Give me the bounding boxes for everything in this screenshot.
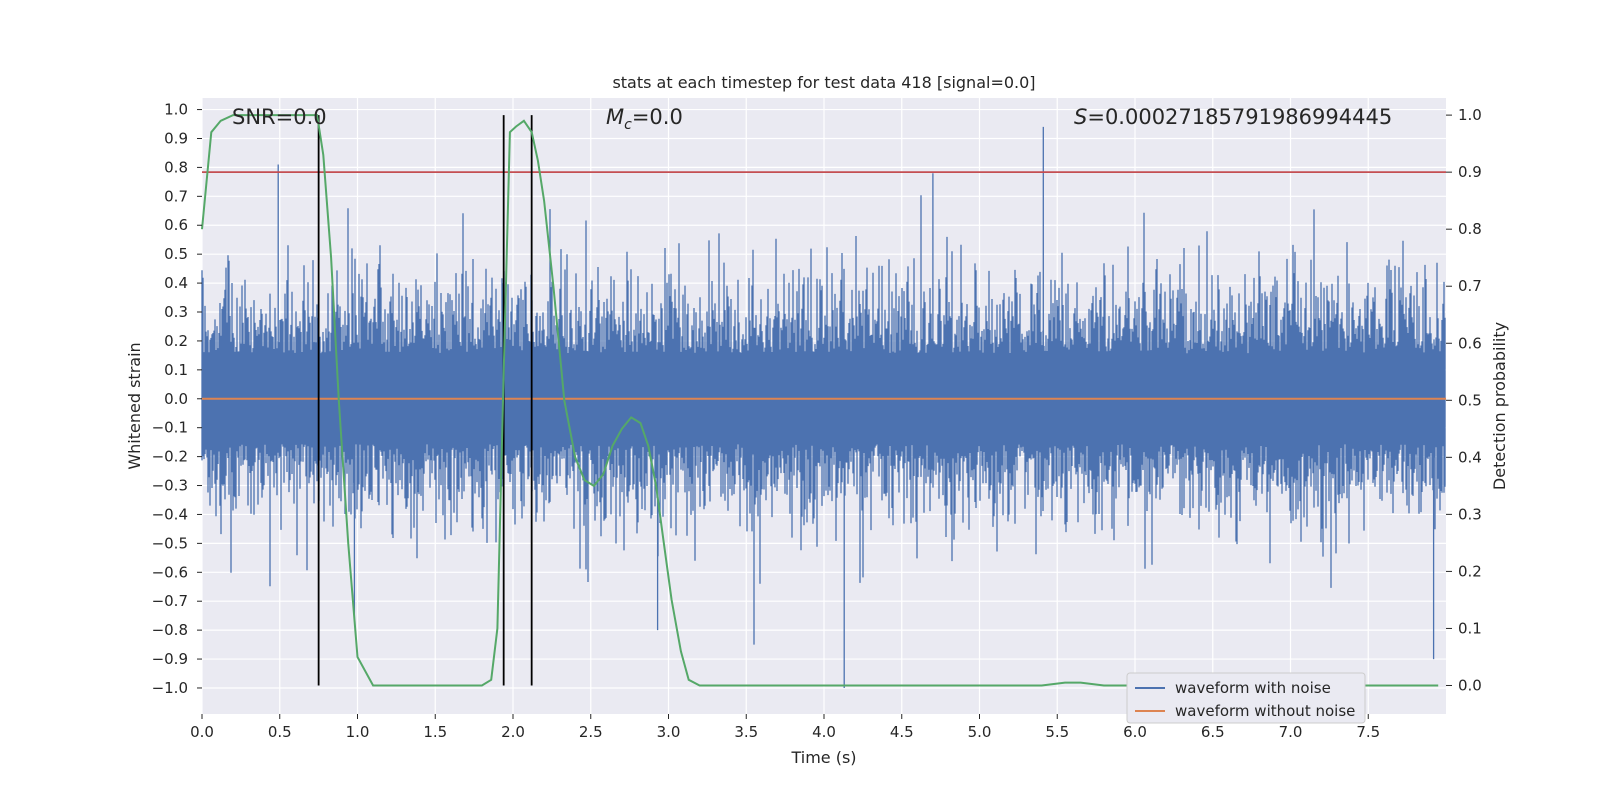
y-right-tick-label: 0.6 <box>1458 334 1482 352</box>
y-left-tick-label: 0.5 <box>164 245 188 263</box>
s-symbol: S <box>1074 105 1087 129</box>
x-tick-label: 5.5 <box>1045 723 1069 741</box>
y-left-tick-label: 0.6 <box>164 216 188 234</box>
y-left-tick-label: −0.3 <box>152 477 188 495</box>
x-tick-label: 4.5 <box>890 723 914 741</box>
x-tick-label: 7.5 <box>1356 723 1380 741</box>
y-right-tick-label: 0.4 <box>1458 448 1482 466</box>
chart-title: stats at each timestep for test data 418… <box>612 73 1035 92</box>
y-right-tick-label: 0.8 <box>1458 220 1482 238</box>
x-tick-label: 0.0 <box>190 723 214 741</box>
y-left-tick-label: 0.3 <box>164 303 188 321</box>
y-left-tick-label: −0.1 <box>152 419 188 437</box>
y-right-tick-label: 0.5 <box>1458 391 1482 409</box>
legend-label-noise: waveform with noise <box>1175 679 1331 697</box>
y-right-tick-label: 0.2 <box>1458 562 1482 580</box>
x-tick-label: 3.0 <box>657 723 681 741</box>
x-tick-label: 6.5 <box>1201 723 1225 741</box>
y-left-tick-label: 0.0 <box>164 390 188 408</box>
x-tick-label: 7.0 <box>1279 723 1303 741</box>
waveform-with-noise-series <box>201 126 1446 688</box>
x-tick-label: 4.0 <box>812 723 836 741</box>
y-left-tick-label: −0.4 <box>152 505 188 523</box>
y-left-tick-label: 0.9 <box>164 129 188 147</box>
legend-label-clean: waveform without noise <box>1175 702 1355 720</box>
axis-ticks: 0.0 0.5 1.0 1.5 2.0 2.5 3.0 3.5 4.0 4.5 5.0 5.5 6.0 6… <box>152 101 1482 741</box>
x-tick-label: 2.0 <box>501 723 525 741</box>
y-left-tick-label: 0.1 <box>164 361 188 379</box>
x-tick-label: 1.0 <box>346 723 370 741</box>
mc-value: =0.0 <box>632 105 683 129</box>
y-left-tick-label: −0.9 <box>152 650 188 668</box>
x-axis-label: Time (s) <box>790 748 856 767</box>
legend-box <box>1126 672 1366 724</box>
y-right-tick-label: 0.3 <box>1458 505 1482 523</box>
x-tick-label: 2.5 <box>579 723 603 741</box>
y-left-tick-label: −0.6 <box>152 563 188 581</box>
y-right-tick-label: 0.1 <box>1458 619 1482 637</box>
y-right-tick-label: 0.7 <box>1458 277 1482 295</box>
y-left-tick-label: 1.0 <box>164 101 188 119</box>
y-left-tick-label: −0.5 <box>152 534 188 552</box>
y-left-tick-label: −0.2 <box>152 448 188 466</box>
y-left-tick-label: −0.8 <box>152 621 188 639</box>
y-left-tick-label: 0.2 <box>164 332 188 350</box>
y-left-tick-label: −1.0 <box>152 679 188 697</box>
legend: waveform with noise waveform without noi… <box>1126 672 1366 724</box>
noise-waveform-path <box>201 126 1446 688</box>
mc-annotation: Mc=0.0 <box>606 105 683 133</box>
detection-probability-line <box>201 114 1439 687</box>
overlay-lines <box>201 114 1446 687</box>
y-right-tick-label: 0.9 <box>1458 163 1482 181</box>
x-tick-label: 6.0 <box>1123 723 1147 741</box>
x-tick-label: 3.5 <box>734 723 758 741</box>
x-tick-label: 1.5 <box>423 723 447 741</box>
y-axis-left-label: Whitened strain <box>125 342 144 469</box>
y-left-tick-label: −0.7 <box>152 592 188 610</box>
y-axis-right-label: Detection probability <box>1490 322 1509 490</box>
y-left-tick-label: 0.4 <box>164 274 188 292</box>
y-right-tick-label: 0.0 <box>1458 676 1482 694</box>
y-right-tick-label: 1.0 <box>1458 106 1482 124</box>
y-left-tick-label: 0.8 <box>164 158 188 176</box>
mc-symbol: M <box>606 105 624 129</box>
mc-subscript: c <box>624 117 632 133</box>
y-left-tick-label: 0.7 <box>164 187 188 205</box>
s-value: =0.00027185791986994445 <box>1087 105 1392 129</box>
x-tick-label: 5.0 <box>968 723 992 741</box>
x-tick-label: 0.5 <box>268 723 292 741</box>
s-annotation: S=0.00027185791986994445 <box>1074 105 1392 129</box>
snr-annotation: SNR=0.0 <box>232 105 327 129</box>
